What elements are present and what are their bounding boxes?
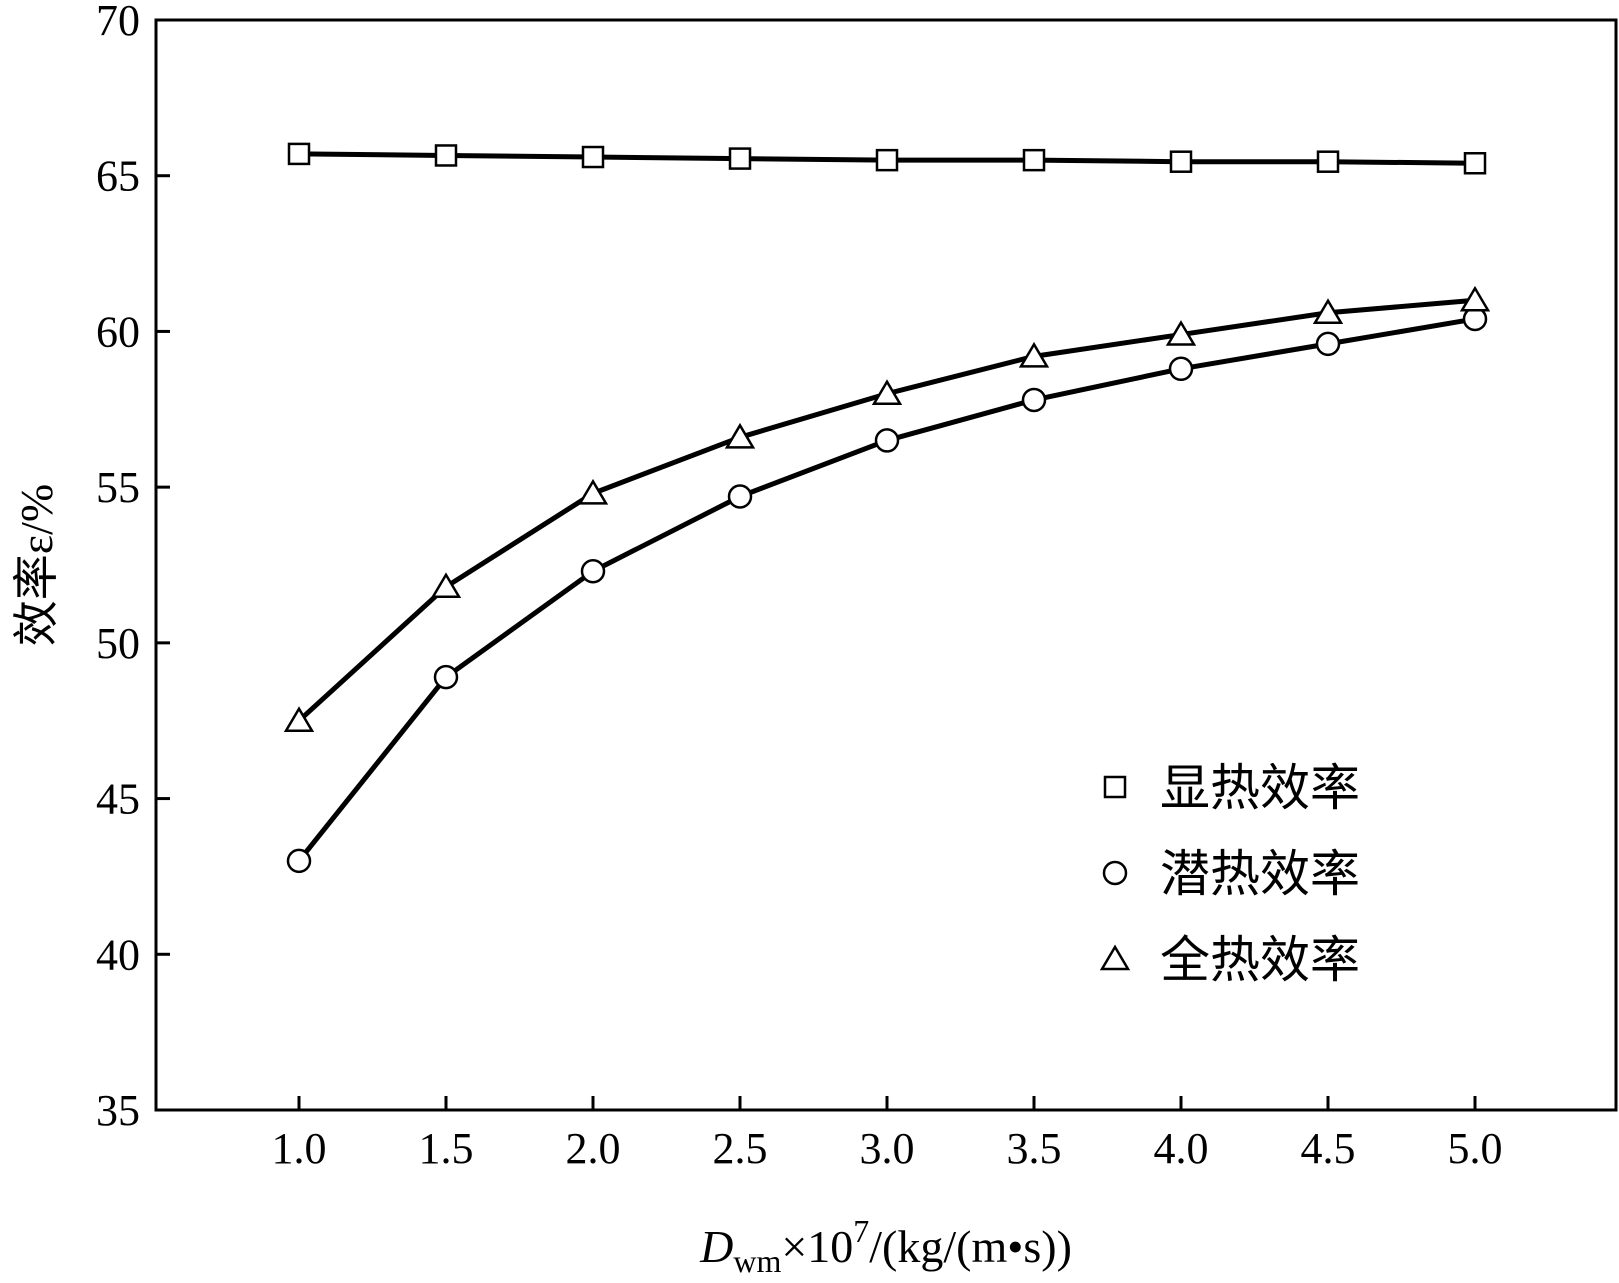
series-triangle xyxy=(283,285,1491,732)
data-point-triangle xyxy=(1165,320,1197,346)
data-point-triangle xyxy=(577,478,609,505)
data-point-triangle xyxy=(1312,298,1344,324)
series-layer xyxy=(283,142,1491,874)
x-axis-ticks: 1.0 1.5 2.0 2.5 3.0 3.5 4.0 4.5 5.0 xyxy=(272,1096,1503,1173)
data-point-triangle xyxy=(724,422,756,449)
x-axis-label-sub: wm xyxy=(733,1243,781,1279)
x-axis-label-main: D xyxy=(699,1221,733,1272)
series-circle xyxy=(286,306,1488,874)
data-point-circle xyxy=(286,848,312,874)
y-tick-label: 50 xyxy=(96,619,140,668)
data-point-square xyxy=(1316,150,1340,173)
data-point-circle xyxy=(727,484,753,509)
x-tick-label: 2.5 xyxy=(713,1124,768,1173)
legend-marker-square xyxy=(1103,775,1127,799)
plot-frame xyxy=(154,18,1618,1112)
data-point-square xyxy=(1169,150,1193,173)
data-point-circle xyxy=(1021,387,1047,413)
data-point-triangle xyxy=(1459,285,1491,312)
data-point-circle xyxy=(1315,331,1341,357)
data-point-square xyxy=(287,142,311,166)
data-point-circle xyxy=(580,558,606,584)
y-tick-label: 45 xyxy=(96,775,140,824)
x-tick-label: 4.5 xyxy=(1301,1124,1356,1173)
x-tick-label: 3.5 xyxy=(1007,1124,1062,1173)
x-tick-label: 4.0 xyxy=(1154,1124,1209,1173)
data-point-triangle xyxy=(283,706,315,732)
y-axis-ticks: 35 40 45 50 55 60 65 70 xyxy=(96,0,170,1135)
y-tick-label: 60 xyxy=(96,307,140,356)
y-tick-label: 35 xyxy=(96,1086,140,1135)
x-tick-label: 1.5 xyxy=(419,1124,474,1173)
data-point-circle xyxy=(874,428,900,453)
y-tick-label: 55 xyxy=(96,463,140,512)
data-point-square xyxy=(1022,148,1046,172)
series-square xyxy=(287,142,1487,175)
data-point-square xyxy=(434,144,458,167)
legend-marker-circle xyxy=(1102,860,1128,886)
y-axis-label: 效率ε/% xyxy=(11,484,62,646)
y-tick-label: 40 xyxy=(96,930,140,979)
x-tick-label: 1.0 xyxy=(272,1124,327,1173)
y-tick-label: 65 xyxy=(96,152,140,201)
data-point-square xyxy=(581,145,605,169)
data-point-triangle xyxy=(871,379,903,405)
data-point-triangle xyxy=(430,572,462,599)
data-point-square xyxy=(875,148,899,172)
data-point-square xyxy=(1463,152,1487,175)
data-point-circle xyxy=(1168,356,1194,382)
y-tick-label: 70 xyxy=(96,0,140,45)
legend-label: 潜热效率 xyxy=(1160,846,1360,902)
x-axis-label-tail: /(kg/(m•s)) xyxy=(869,1221,1072,1272)
data-point-square xyxy=(728,147,752,170)
legend-label: 显热效率 xyxy=(1160,760,1360,816)
legend-label: 全热效率 xyxy=(1160,932,1360,988)
x-tick-label: 5.0 xyxy=(1448,1124,1503,1173)
x-axis-label-sup: 7 xyxy=(853,1213,869,1249)
x-tick-label: 3.0 xyxy=(860,1124,915,1173)
x-axis-label: Dwm×107/(kg/(m•s)) xyxy=(699,1213,1072,1279)
x-axis-label-mid: ×10 xyxy=(781,1221,853,1272)
data-point-circle xyxy=(433,664,459,690)
data-point-triangle xyxy=(1018,341,1050,368)
x-tick-label: 2.0 xyxy=(566,1124,621,1173)
legend-marker-triangle xyxy=(1099,944,1131,971)
